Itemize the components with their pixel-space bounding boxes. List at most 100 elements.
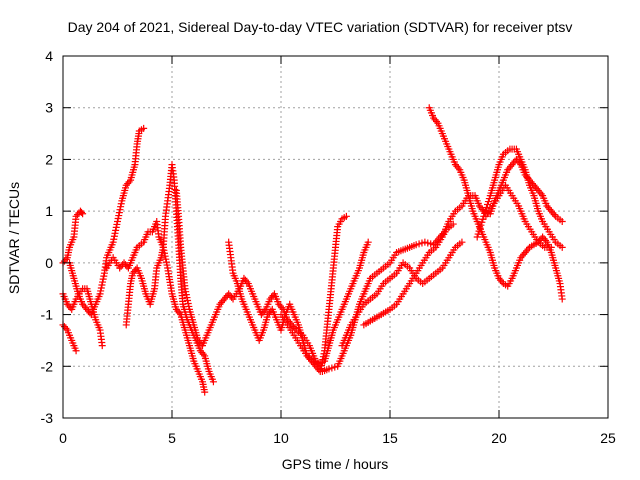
data-point <box>537 190 545 198</box>
data-point <box>78 208 86 216</box>
series-track-5 <box>103 217 209 396</box>
data-point <box>115 209 123 217</box>
data-point <box>109 238 117 246</box>
data-point <box>181 285 189 293</box>
data-point <box>209 378 217 386</box>
series-track-9 <box>277 238 372 368</box>
data-point <box>112 226 120 234</box>
data-point <box>278 304 286 312</box>
data-point <box>550 211 558 219</box>
data-point <box>474 230 482 238</box>
data-point <box>62 255 70 263</box>
data-point <box>483 203 491 211</box>
data-point <box>184 297 192 305</box>
series-track-8 <box>225 212 350 375</box>
series-track-10 <box>338 238 466 350</box>
data-point <box>483 200 491 208</box>
data-point <box>542 236 550 244</box>
data-point <box>449 220 457 228</box>
data-point <box>110 232 118 240</box>
data-point <box>140 124 148 132</box>
x-tick-label: 5 <box>168 430 176 446</box>
data-point <box>475 227 483 235</box>
y-tick-label: 3 <box>45 100 53 116</box>
data-point <box>99 278 107 286</box>
y-tick-label: -3 <box>41 410 54 426</box>
data-point <box>364 238 372 246</box>
y-tick-label: -2 <box>41 358 54 374</box>
data-point <box>98 342 106 350</box>
data-point <box>477 221 485 229</box>
grid-lines <box>63 56 608 418</box>
data-point <box>458 238 466 246</box>
series-track-11 <box>360 220 457 329</box>
data-point <box>342 212 350 220</box>
x-tick-label: 25 <box>600 430 616 446</box>
data-point <box>185 302 193 310</box>
data-point <box>476 224 484 232</box>
data-point <box>114 217 121 225</box>
data-point <box>524 245 532 253</box>
data-point <box>110 235 118 243</box>
data-point <box>116 206 124 214</box>
data-point <box>479 215 487 223</box>
data-point <box>433 118 441 126</box>
data-point <box>117 203 125 211</box>
x-tick-label: 15 <box>382 430 398 446</box>
data-point <box>558 243 566 251</box>
series-track-4 <box>66 124 148 319</box>
data-point <box>498 278 506 286</box>
y-tick-label: 1 <box>45 203 53 219</box>
data-point <box>454 164 462 172</box>
data-point <box>115 212 123 220</box>
data-point <box>558 295 566 303</box>
data-point <box>260 307 268 315</box>
data-layer <box>59 104 566 396</box>
data-point <box>201 388 209 396</box>
data-point <box>478 205 486 213</box>
y-tick-label: -1 <box>41 307 54 323</box>
data-point <box>97 284 105 292</box>
data-point <box>97 287 105 295</box>
data-point <box>547 243 555 251</box>
data-point <box>72 347 80 355</box>
data-point <box>96 290 104 298</box>
data-point <box>62 324 70 332</box>
data-point <box>112 223 120 231</box>
data-point <box>125 178 133 186</box>
data-point <box>316 367 324 375</box>
data-point <box>317 365 325 373</box>
data-point <box>484 198 492 206</box>
x-tick-label: 10 <box>273 430 289 446</box>
data-point <box>182 291 190 299</box>
data-point <box>79 210 87 218</box>
data-point <box>243 278 251 286</box>
data-point <box>183 294 191 302</box>
data-point <box>162 255 170 263</box>
axis-ticks: 0 5 10 15 20 25 -3 -2 -1 0 1 2 3 4 <box>41 48 616 446</box>
data-point <box>199 350 207 358</box>
data-point <box>113 220 121 228</box>
data-point <box>163 261 171 269</box>
data-point <box>111 229 119 237</box>
data-point <box>175 309 183 317</box>
data-point <box>161 252 169 260</box>
data-point <box>98 281 106 289</box>
series-track-13 <box>473 145 566 251</box>
data-point <box>478 218 486 226</box>
series-track-2 <box>59 321 80 355</box>
series-track-3 <box>59 207 87 267</box>
data-point <box>184 299 192 307</box>
data-point <box>228 293 236 301</box>
y-tick-label: 0 <box>45 255 53 271</box>
data-point <box>558 217 566 225</box>
data-point <box>182 288 190 296</box>
series-track-12 <box>425 104 566 303</box>
y-tick-label: 4 <box>45 48 53 64</box>
plot-frame <box>62 55 609 419</box>
data-point <box>473 233 481 241</box>
data-point <box>291 324 299 332</box>
data-point <box>117 200 125 208</box>
data-point <box>162 258 170 266</box>
